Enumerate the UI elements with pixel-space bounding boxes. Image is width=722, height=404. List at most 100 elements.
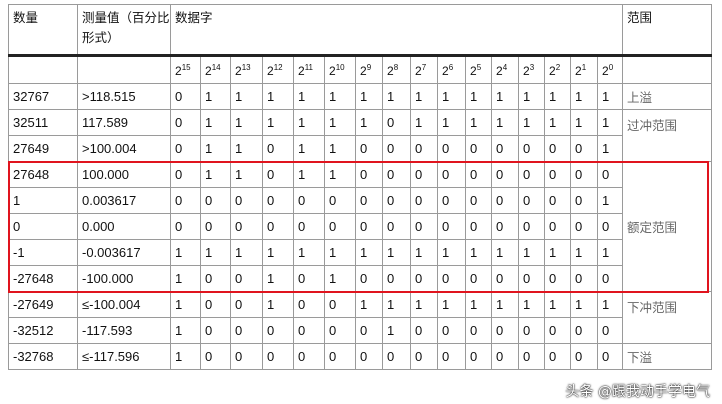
bit-cell: 0 [437,187,466,214]
count-cell: 32767 [8,83,78,110]
bit-cell: 1 [324,109,356,136]
bit-weight-header: 22 [544,55,571,84]
bit-cell: 0 [570,213,598,240]
bit-weight-header: 29 [355,55,383,84]
table-row: -32768 ≤-117.596 1 0 0 0 0 0 0 0 0 0 0 0 0 0 0 0 下溢 [8,343,712,370]
header-row: 数量 测量值（百分比形式） 数据字 范围 [8,4,712,57]
bit-weight-header: 24 [491,55,519,84]
bit-base: 2 [523,63,530,78]
bit-cell: 1 [570,109,598,136]
count-cell: -27649 [8,291,78,318]
bit-cell: 1 [200,239,231,266]
bit-exponent: 14 [211,62,221,72]
bit-cell: 0 [544,187,571,214]
bit-cell: 1 [355,291,383,318]
bit-exponent: 2 [555,62,561,72]
range-cell: 额定范围 [622,161,712,292]
bit-weight-header: 23 [518,55,545,84]
bit-cell: 0 [518,343,545,370]
bit-weight-row: 215 214 213 212 211 210 29 28 27 26 25 24 23 22 21 20 [8,55,712,84]
bit-cell: 0 [491,317,519,344]
bit-cell: 0 [200,291,231,318]
bit-cell: 1 [230,109,263,136]
bit-cell: 1 [491,291,519,318]
bit-cell: 0 [200,343,231,370]
bit-cell: 1 [518,109,545,136]
bit-cell: 1 [596,109,624,136]
header-measured: 测量值（百分比形式） [77,4,171,57]
bit-base: 2 [470,63,477,78]
bit-cell: 0 [230,187,263,214]
bit-cell: 0 [324,213,356,240]
bit-base: 2 [298,63,305,78]
bit-base: 2 [205,63,212,78]
bit-cell: 0 [230,317,263,344]
bit-cell: 0 [355,317,383,344]
bit-cell: 1 [465,109,492,136]
bit-cell: 0 [382,265,411,292]
bit-exponent: 0 [608,62,614,72]
bit-cell: 0 [596,317,624,344]
bit-cell: 0 [544,161,571,188]
bit-cell: 1 [410,109,438,136]
bit-cell: 0 [465,343,492,370]
bit-cell: 0 [170,187,201,214]
count-cell: 1 [8,187,78,214]
measured-cell: ≤-100.004 [77,291,171,318]
bit-weight-header: 20 [596,55,624,84]
table-row: 32511 117.589 0 1 1 1 1 1 1 0 1 1 1 1 1 1 1 1 过冲范围 [8,109,712,162]
bit-cell: 1 [382,291,411,318]
bit-cell: 0 [465,161,492,188]
bit-cell: 0 [170,135,201,162]
count-cell: -1 [8,239,78,266]
bit-cell: 1 [491,83,519,110]
bit-cell: 0 [437,343,466,370]
bit-cell: 0 [382,187,411,214]
bit-cell: 1 [200,135,231,162]
bit-cell: 0 [437,317,466,344]
bit-cell: 0 [200,187,231,214]
bit-cell: 0 [262,187,294,214]
bit-cell: 0 [262,213,294,240]
bit-cell: 0 [230,343,263,370]
bit-cell: 1 [465,239,492,266]
bit-cell: 1 [170,317,201,344]
bit-base: 2 [442,63,449,78]
bit-cell: 1 [230,161,263,188]
bit-cell: 0 [410,265,438,292]
bit-base: 2 [267,63,274,78]
bit-exponent: 3 [529,62,535,72]
bit-cell: 1 [410,239,438,266]
bit-cell: 1 [324,265,356,292]
measured-cell: ≤-117.596 [77,343,171,370]
bit-cell: 0 [293,213,325,240]
bit-cell: 1 [437,291,466,318]
bit-cell: 0 [465,187,492,214]
table-row: 27649 >100.004 0 1 1 0 1 1 0 0 0 0 0 0 0 0 0 1 [8,135,712,162]
bit-cell: 0 [465,317,492,344]
measured-cell: >118.515 [77,83,171,110]
bit-base: 2 [360,63,367,78]
bit-cell: 1 [170,343,201,370]
measured-cell: 0.003617 [77,187,171,214]
bit-cell: 0 [491,161,519,188]
bit-cell: 0 [410,343,438,370]
bit-cell: 1 [437,239,466,266]
bit-cell: 1 [518,239,545,266]
bit-cell: 0 [262,317,294,344]
bit-cell: 0 [200,213,231,240]
measured-cell: >100.004 [77,135,171,162]
bit-cell: 1 [170,239,201,266]
bit-cell: 1 [596,83,624,110]
bit-cell: 0 [262,135,294,162]
bit-cell: 1 [518,291,545,318]
table-row: -27648 -100.000 1 0 0 1 0 1 0 0 0 0 0 0 0 0 0 0 [8,265,712,292]
bit-cell: 0 [570,317,598,344]
bit-cell: 1 [230,239,263,266]
bit-cell: 1 [262,109,294,136]
bit-cell: 0 [262,161,294,188]
bit-cell: 1 [230,83,263,110]
bit-cell: 1 [382,83,411,110]
bit-exponent: 1 [581,62,587,72]
bit-weight-header: 213 [230,55,263,84]
